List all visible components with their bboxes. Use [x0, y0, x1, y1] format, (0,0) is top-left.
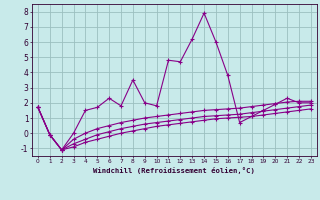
X-axis label: Windchill (Refroidissement éolien,°C): Windchill (Refroidissement éolien,°C)	[93, 167, 255, 174]
